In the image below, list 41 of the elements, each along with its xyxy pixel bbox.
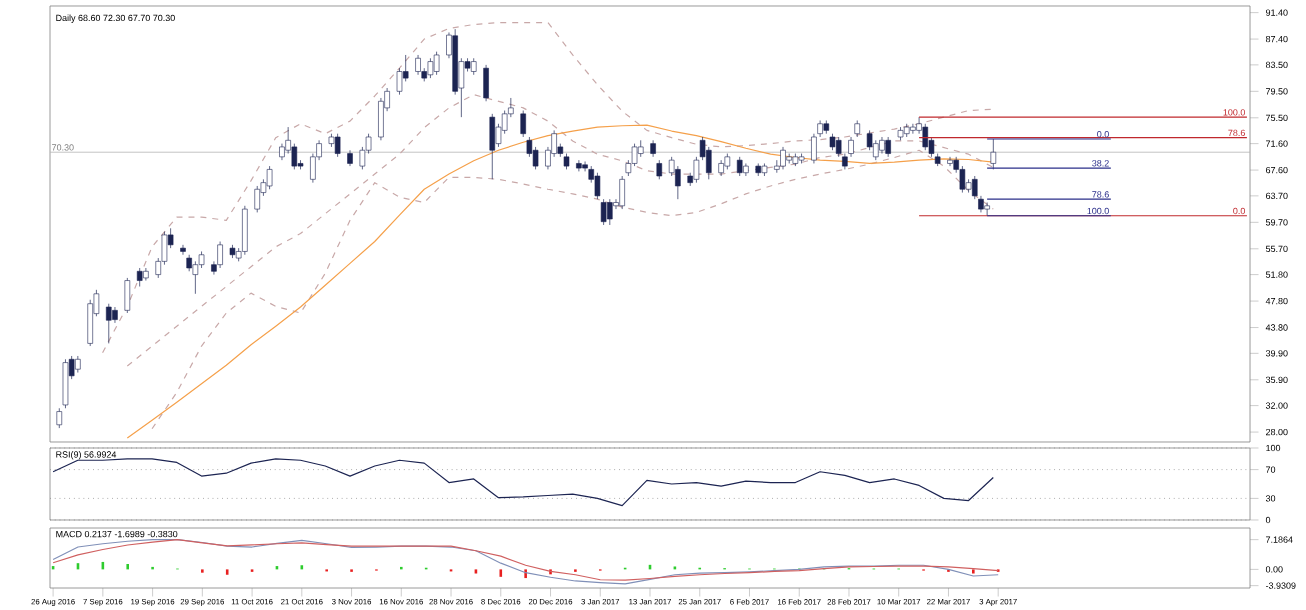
candlestick <box>136 267 143 287</box>
candlestick <box>736 156 743 177</box>
candlestick <box>885 136 891 158</box>
candlestick <box>62 358 69 409</box>
candlestick <box>433 51 440 76</box>
candlestick <box>415 54 421 76</box>
candlestick <box>959 165 966 193</box>
candlestick <box>427 57 434 79</box>
candlestick <box>910 123 916 135</box>
candlestick <box>105 303 112 344</box>
candlestick <box>922 123 929 151</box>
candlestick <box>242 205 248 256</box>
candlestick <box>675 165 681 200</box>
candlestick <box>984 202 990 217</box>
candlestick <box>266 165 273 190</box>
candlestick <box>990 138 997 170</box>
candlestick <box>576 159 582 172</box>
candlestick <box>780 146 786 170</box>
candlestick <box>594 172 601 200</box>
line-series <box>52 458 994 507</box>
candlestick <box>489 113 496 180</box>
candlestick <box>180 244 186 256</box>
candlestick <box>947 156 953 167</box>
candlestick <box>600 198 607 226</box>
candlestick <box>217 241 223 269</box>
candlestick <box>254 185 260 213</box>
candlestick <box>483 64 489 102</box>
candlestick <box>124 277 131 314</box>
candlestick <box>607 198 613 226</box>
candlestick <box>520 110 526 138</box>
candlestick <box>347 149 353 167</box>
candlestick <box>143 267 149 281</box>
candlestick <box>334 133 341 158</box>
candlestick <box>112 306 118 324</box>
candlestick <box>743 163 749 177</box>
candlestick <box>56 407 63 429</box>
candlestick <box>619 175 625 210</box>
candlestick <box>718 159 724 177</box>
candlestick <box>650 139 656 158</box>
candlestick <box>656 159 663 180</box>
candlestick <box>879 136 885 154</box>
